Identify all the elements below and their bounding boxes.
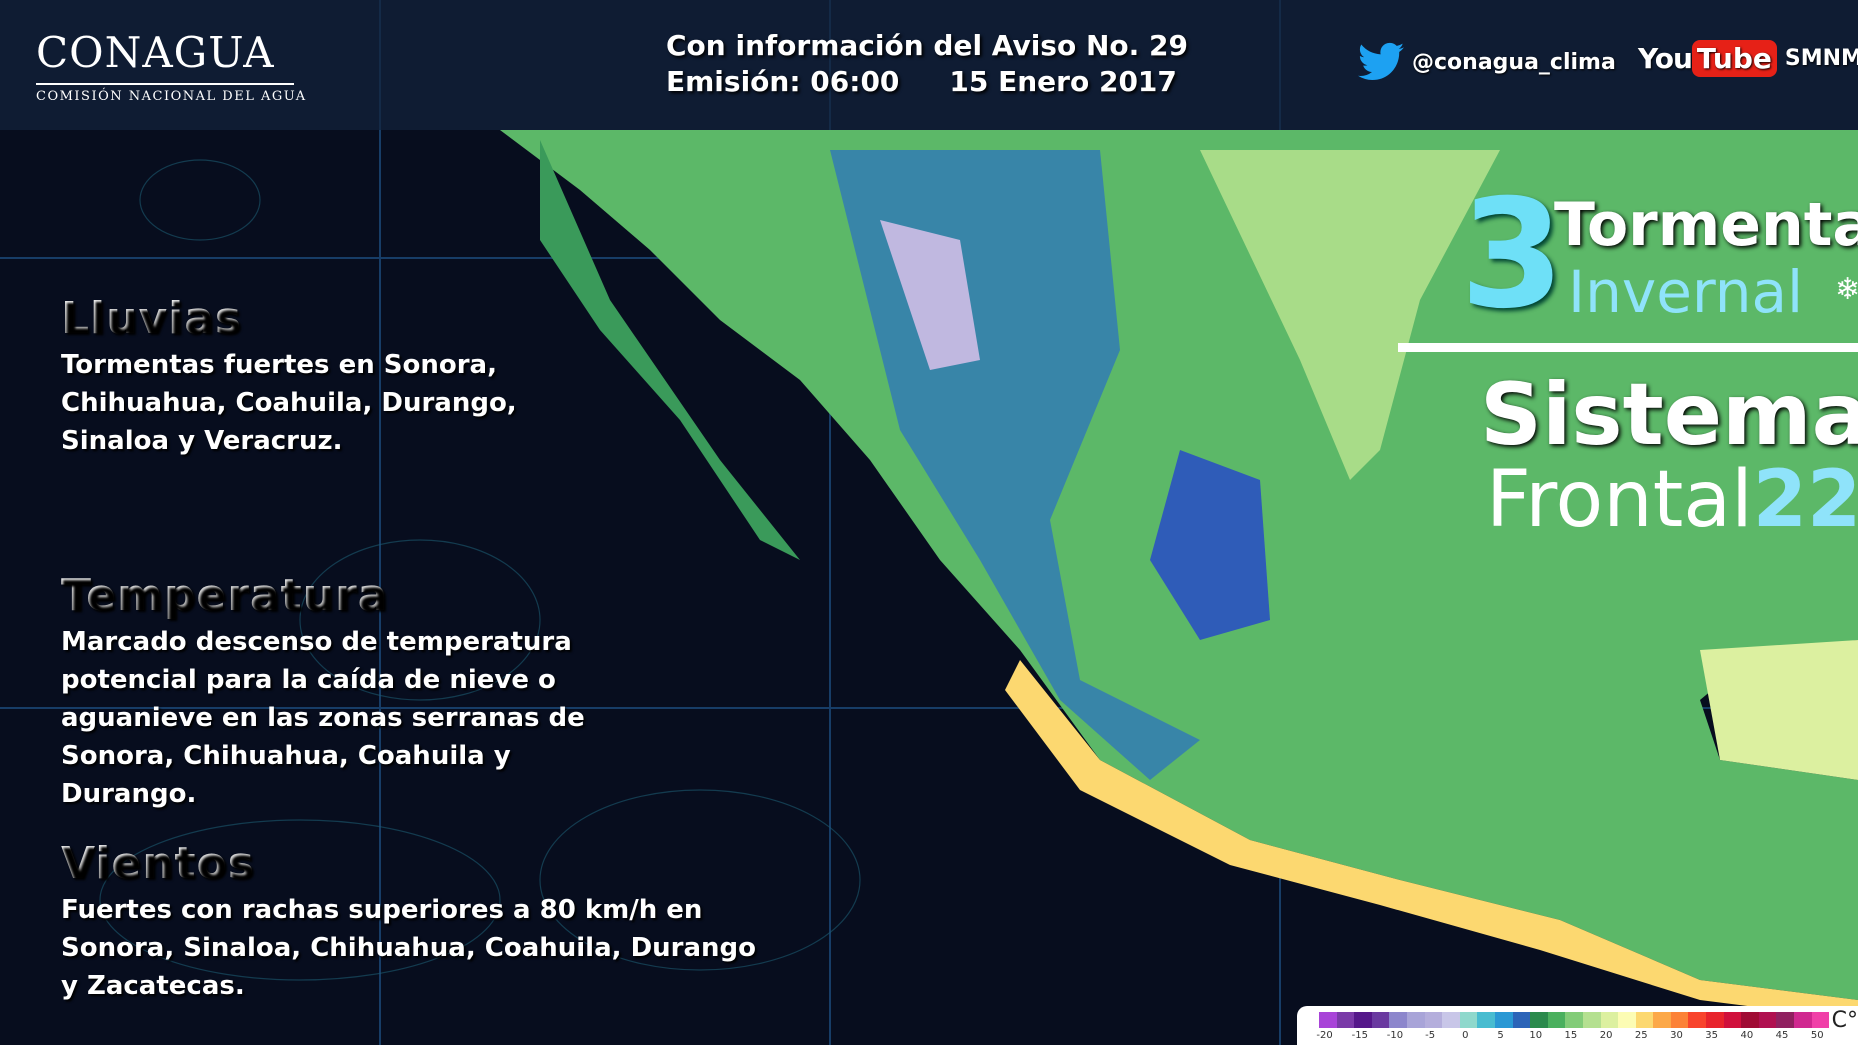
- legend-color-cell: [1635, 1012, 1654, 1028]
- legend-color-cell: [1512, 1012, 1531, 1028]
- section-lluvias: Lluvias Tormentas fuertes en Sonora, Chi…: [61, 293, 781, 460]
- legend-color-cell: [1442, 1012, 1460, 1028]
- divider: [1398, 343, 1858, 352]
- section-title: Vientos: [61, 838, 781, 889]
- bulletin-info: Con información del Aviso No. 29 Emisión…: [666, 28, 1227, 100]
- legend-tick: 50: [1810, 1030, 1824, 1041]
- logo-subtitle: COMISIÓN NACIONAL DEL AGUA: [36, 89, 307, 104]
- legend-color-cell: [1336, 1012, 1355, 1028]
- legend-color-cell: [1582, 1012, 1601, 1028]
- headline-sistema: Sistema: [1480, 365, 1858, 465]
- conagua-logo: CONAGUA COMISIÓN NACIONAL DEL AGUA: [36, 28, 307, 104]
- legend-tick: 25: [1634, 1030, 1648, 1041]
- legend-color-cell: [1618, 1012, 1636, 1028]
- legend-tick: 15: [1564, 1030, 1578, 1041]
- legend-tick: 0: [1462, 1030, 1469, 1041]
- headline-tormenta-text: Tormenta: [1554, 190, 1858, 260]
- temperature-legend: -20 -15 -10 -5 0 5 10 15 20 25 30 35 40 45 50 C°: [1297, 1006, 1858, 1045]
- legend-color-cell: [1477, 1012, 1495, 1028]
- section-title: Lluvias: [61, 293, 781, 344]
- legend-color-cell: [1424, 1012, 1443, 1028]
- legend-tick: 45: [1775, 1030, 1789, 1041]
- legend-color-cell: [1706, 1012, 1724, 1028]
- storm-number: 3: [1460, 168, 1565, 342]
- emission-time: Emisión: 06:00: [666, 65, 900, 98]
- front-number: 22: [1752, 455, 1858, 545]
- section-vientos: Vientos Fuertes con rachas superiores a …: [61, 838, 781, 1005]
- legend-color-cell: [1371, 1012, 1390, 1028]
- legend-color-cell: [1670, 1012, 1689, 1028]
- legend-color-cell: [1565, 1012, 1583, 1028]
- youtube-logo: You Tube: [1638, 40, 1777, 77]
- legend-color-cell: [1530, 1012, 1548, 1028]
- header-bar: CONAGUA COMISIÓN NACIONAL DEL AGUA Con i…: [0, 0, 1858, 130]
- legend-color-cell: [1354, 1012, 1372, 1028]
- legend-colorbar: [1319, 1012, 1830, 1028]
- legend-tick: 20: [1599, 1030, 1613, 1041]
- headline-frontal: Frontal22: [1486, 455, 1858, 545]
- legend-color-cell: [1741, 1012, 1759, 1028]
- snowflake-icon: ❄: [1835, 272, 1858, 307]
- bulletin-date: 15 Enero 2017: [949, 65, 1177, 98]
- legend-color-cell: [1653, 1012, 1671, 1028]
- youtube-channel: SMNMEXICO: [1784, 46, 1858, 71]
- youtube-you: You: [1638, 42, 1693, 75]
- legend-color-cell: [1794, 1012, 1812, 1028]
- legend-tick: 10: [1529, 1030, 1543, 1041]
- twitter-handle: @conagua_clima: [1412, 49, 1616, 75]
- section-text: Marcado descenso de temperatura potencia…: [61, 627, 585, 809]
- section-temperatura: Temperatura Marcado descenso de temperat…: [61, 570, 781, 813]
- section-text: Fuertes con rachas superiores a 80 km/h …: [61, 895, 757, 1001]
- legend-color-cell: [1494, 1012, 1513, 1028]
- legend-color-cell: [1600, 1012, 1619, 1028]
- frontal-text: Frontal: [1486, 455, 1753, 545]
- legend-color-cell: [1811, 1012, 1830, 1028]
- legend-color-cell: [1406, 1012, 1425, 1028]
- legend-tick: 30: [1670, 1030, 1683, 1041]
- legend-color-cell: [1776, 1012, 1795, 1028]
- legend-unit: C°: [1831, 1008, 1858, 1033]
- legend-tick: -10: [1386, 1030, 1404, 1041]
- aviso-number: Con información del Aviso No. 29: [666, 29, 1188, 62]
- legend-color-cell: [1319, 1012, 1337, 1028]
- legend-tick: -20: [1316, 1030, 1333, 1041]
- legend-tick: 35: [1705, 1030, 1719, 1041]
- legend-color-cell: [1389, 1012, 1407, 1028]
- twitter-bird-icon: [1358, 42, 1404, 81]
- legend-color-cell: [1758, 1012, 1777, 1028]
- legend-tick: -5: [1425, 1030, 1436, 1041]
- twitter-link[interactable]: @conagua_clima: [1358, 42, 1616, 82]
- legend-tick: 5: [1497, 1030, 1504, 1041]
- legend-tick: -15: [1351, 1030, 1368, 1041]
- legend-color-cell: [1547, 1012, 1566, 1028]
- legend-ticks: -20 -15 -10 -5 0 5 10 15 20 25 30 35 40 45 50: [1307, 1030, 1835, 1041]
- youtube-tube: Tube: [1691, 40, 1777, 77]
- legend-color-cell: [1688, 1012, 1707, 1028]
- legend-color-cell: [1723, 1012, 1742, 1028]
- headline-invernal-text: Invernal: [1568, 258, 1804, 326]
- section-text: Tormentas fuertes en Sonora, Chihuahua, …: [61, 350, 517, 456]
- legend-color-cell: [1459, 1012, 1478, 1028]
- legend-tick: 40: [1740, 1030, 1754, 1041]
- section-title: Temperatura: [61, 570, 781, 621]
- logo-name: CONAGUA: [36, 28, 275, 77]
